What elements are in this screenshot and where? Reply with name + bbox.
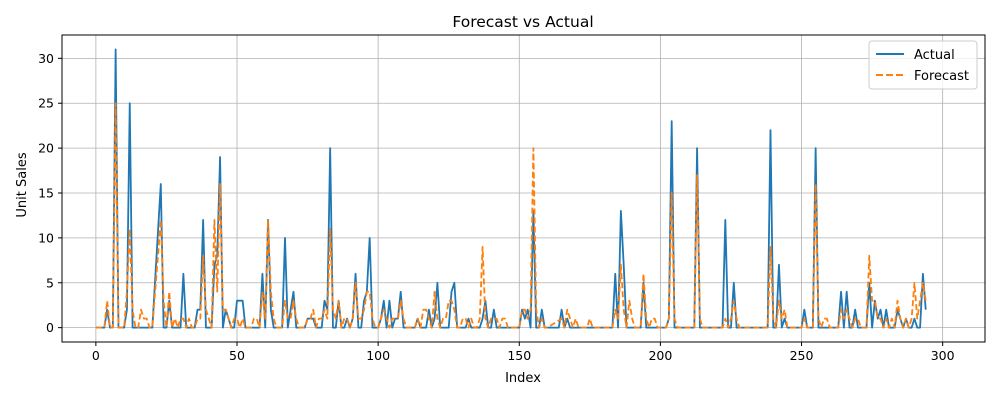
x-axis-ticks: 0 50 100 150 200 250 300 <box>92 342 955 363</box>
x-tick-label: 150 <box>507 348 531 363</box>
legend-label-actual: Actual <box>914 48 955 63</box>
y-axis-ticks: 0 5 10 15 20 25 30 <box>38 51 62 335</box>
x-tick-label: 200 <box>648 348 672 363</box>
y-tick-label: 0 <box>46 320 54 335</box>
x-axis-label: Index <box>505 371 541 386</box>
plot-area <box>95 48 927 329</box>
y-tick-label: 20 <box>38 141 54 156</box>
grid <box>62 35 985 342</box>
axes-frame <box>61 34 986 343</box>
chart-title: Forecast vs Actual <box>452 13 593 31</box>
legend: Actual Forecast <box>868 40 978 90</box>
x-tick-label: 100 <box>366 348 390 363</box>
y-tick-label: 30 <box>38 51 54 66</box>
x-tick-label: 50 <box>229 348 245 363</box>
y-tick-label: 10 <box>38 230 54 245</box>
y-axis-label: Unit Sales <box>15 152 30 217</box>
y-tick-label: 25 <box>38 96 54 111</box>
x-tick-label: 250 <box>790 348 814 363</box>
x-tick-label: 0 <box>92 348 100 363</box>
x-tick-label: 300 <box>931 348 955 363</box>
series-line-forecast <box>95 102 927 329</box>
y-tick-label: 15 <box>38 185 54 200</box>
y-tick-label: 5 <box>46 275 54 290</box>
legend-label-forecast: Forecast <box>914 69 969 84</box>
